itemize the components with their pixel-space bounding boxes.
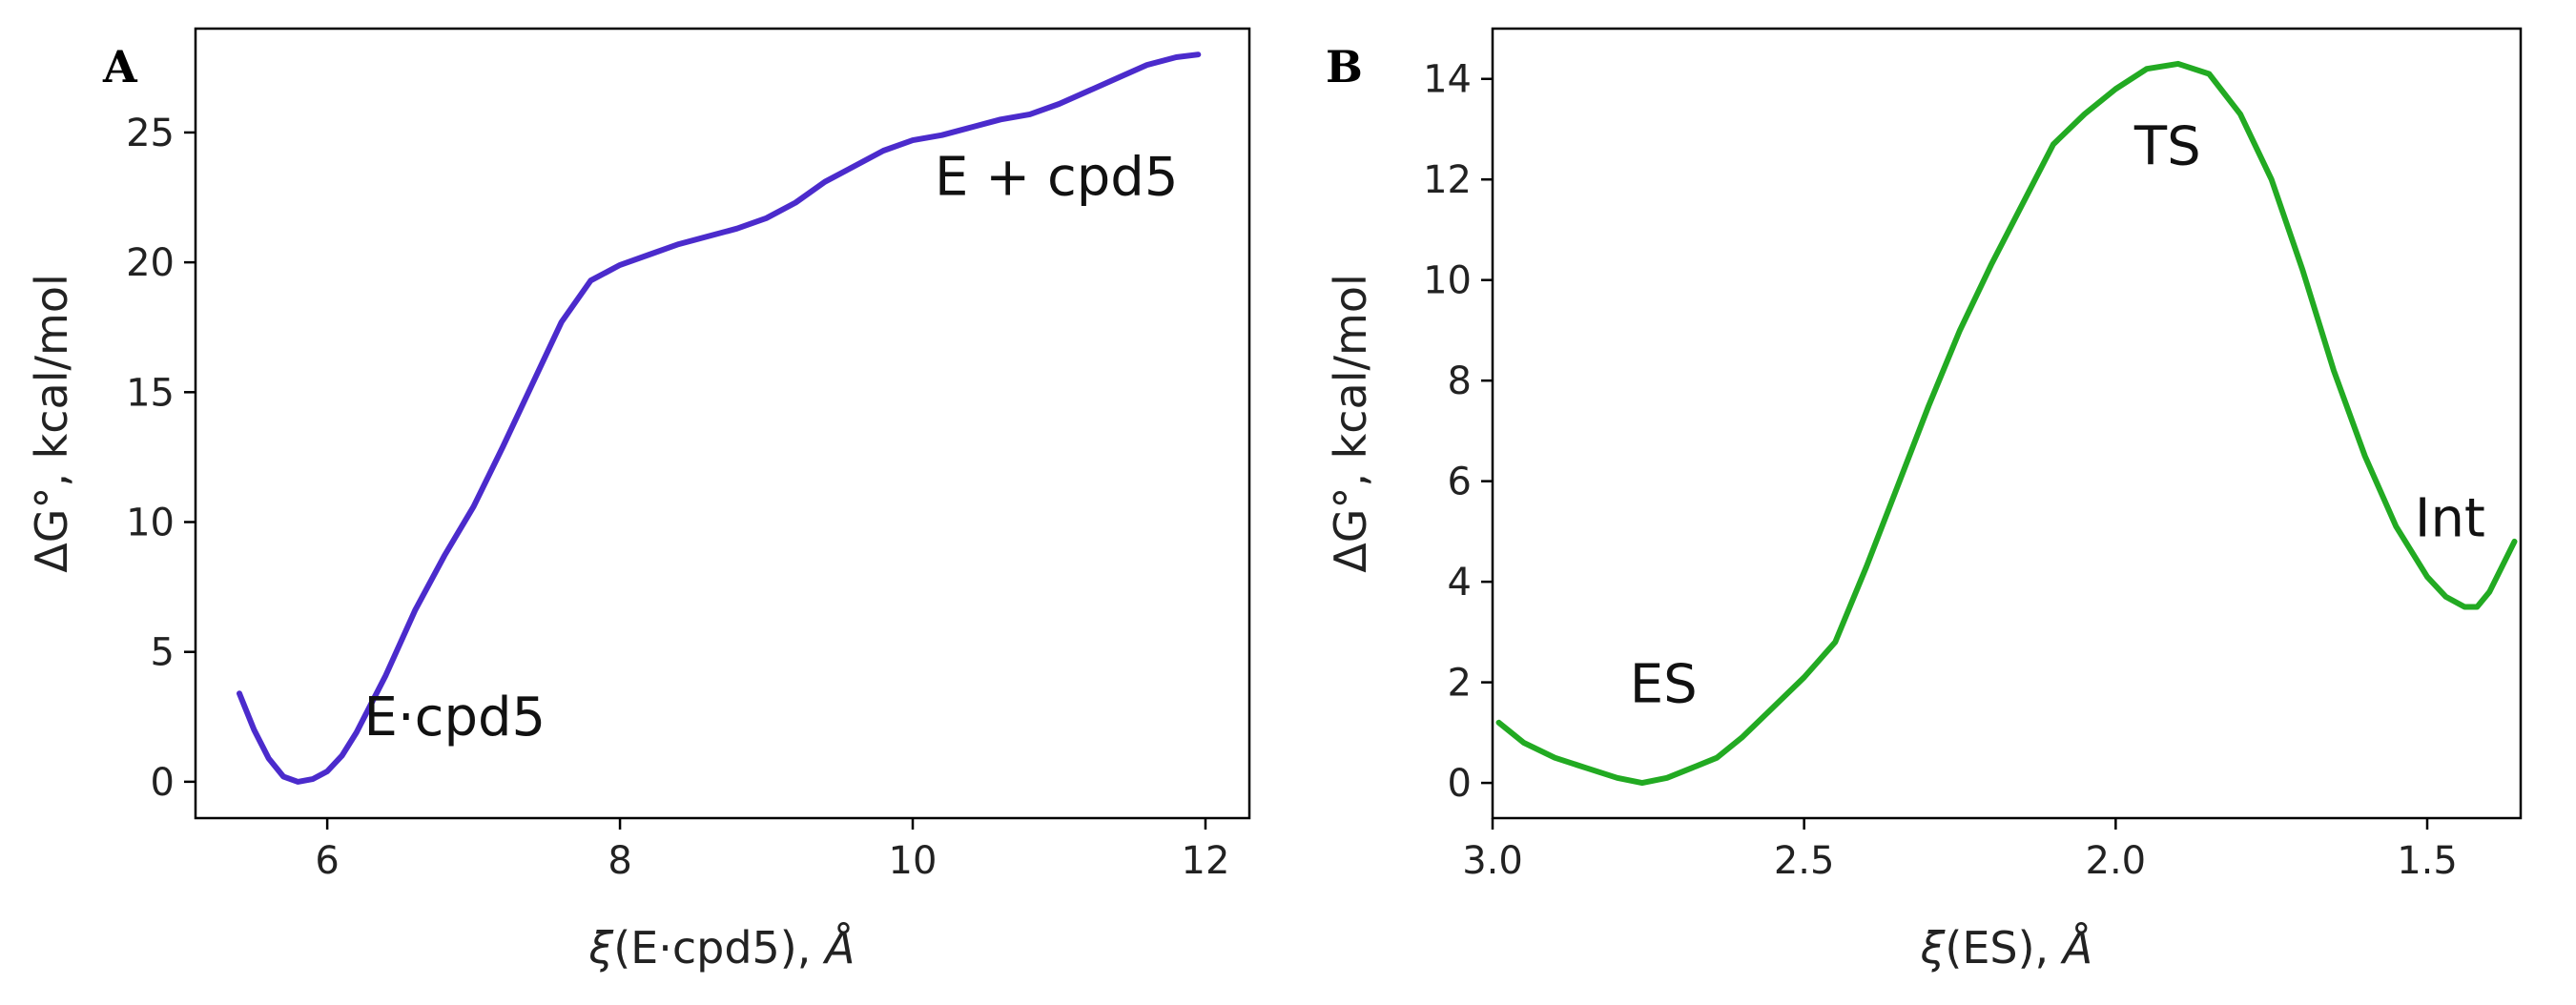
panel-b-x-axis-label-symbol: ξ: [1920, 922, 1946, 974]
panel-b-annotation: Int: [2415, 488, 2485, 550]
panel-a-y-tick-label: 5: [151, 631, 175, 675]
panel-a-y-axis-label: ΔG°, kcal/mol: [26, 274, 77, 573]
panel-b-series-line: [1495, 60, 2518, 787]
panel-b-x-tick-label: 1.5: [2397, 839, 2458, 883]
panel-b-x-tick-label: 2.5: [1774, 839, 1835, 883]
panel-b-y-tick-label: 8: [1448, 359, 1472, 403]
panel-a-x-axis-label-text: (E·cpd5),: [613, 922, 825, 974]
panel-a-annotations: E·cpd5 E + cpd5: [363, 146, 1178, 749]
panel-b-annotation: ES: [1630, 654, 1698, 716]
panel-a-x-axis-label-unit: Å: [822, 922, 855, 974]
panel-b-x-ticks: [1491, 818, 2429, 830]
panel-b-y-tick-labels: 0 2 4 6 8 10 12 14: [1423, 58, 1472, 806]
panel-b-y-tick-label: 14: [1423, 58, 1472, 102]
panel-a-x-tick-label: 10: [889, 839, 938, 883]
panel-b-plot-frame: [1491, 27, 2523, 820]
panel-a-y-tick-labels: 0 5 10 15 20 25: [126, 112, 175, 805]
panel-b-y-axis-label: ΔG°, kcal/mol: [1325, 274, 1376, 573]
panel-a-x-axis-label-symbol: ξ: [588, 922, 614, 974]
panel-b-letter: B: [1326, 41, 1363, 92]
panel-b-y-tick-label: 4: [1448, 561, 1472, 605]
panel-b-y-tick-label: 6: [1448, 461, 1472, 504]
panel-b-x-axis-label-unit: Å: [2060, 922, 2092, 974]
panel-b-x-tick-label: 2.0: [2086, 839, 2147, 883]
panel-a-x-tick-labels: 6 8 10 12: [315, 839, 1229, 883]
panel-b-curve-layer: [1495, 60, 2518, 787]
panel-a-annotation: E·cpd5: [363, 687, 546, 749]
panel-b-y-tick-label: 0: [1448, 762, 1472, 806]
panel-a-series-line: [237, 51, 1202, 785]
panel-a-y-tick-label: 15: [126, 371, 175, 415]
panel-b-chart: B 3.0 2.5 2.0 1.5 0 2 4 6 8 10 12 14 ES …: [1325, 27, 2523, 974]
panel-a-x-tick-label: 8: [608, 839, 631, 883]
panel-b-x-tick-label: 3.0: [1462, 839, 1523, 883]
panel-b-x-axis-label: ξ(ES), Å: [1920, 922, 2093, 974]
panel-b-y-ticks: [1481, 77, 1493, 785]
panel-a-y-tick-label: 10: [126, 502, 175, 545]
panel-a-curve-layer: [237, 51, 1202, 785]
panel-a-letter: A: [102, 41, 138, 92]
panel-a-x-axis-label: ξ(E·cpd5), Å: [588, 922, 855, 974]
panel-a-plot-frame: [194, 27, 1251, 820]
panel-b-x-tick-labels: 3.0 2.5 2.0 1.5: [1462, 839, 2458, 883]
panel-b-x-axis-label-text: (ES),: [1945, 922, 2062, 974]
panel-a-x-tick-label: 6: [315, 839, 339, 883]
panel-a-y-tick-label: 0: [151, 761, 175, 805]
panel-b-y-tick-label: 2: [1448, 662, 1472, 706]
panel-a-y-tick-label: 20: [126, 241, 175, 285]
panel-b-y-tick-label: 10: [1423, 259, 1472, 303]
panel-a-x-tick-label: 12: [1182, 839, 1230, 883]
panel-b-y-tick-label: 12: [1423, 158, 1472, 202]
panel-a-annotation: E + cpd5: [935, 146, 1178, 208]
panel-a-chart: A 6 8 10 12 0 5 10 15 20 25 E·cpd5 E + c…: [26, 27, 1251, 974]
panel-b-annotations: ES TS Int: [1630, 115, 2485, 715]
panel-b-annotation: TS: [2133, 115, 2201, 177]
panel-a-x-ticks: [325, 818, 1207, 830]
panel-a-y-ticks: [184, 131, 196, 784]
panel-a-y-tick-label: 25: [126, 112, 175, 155]
